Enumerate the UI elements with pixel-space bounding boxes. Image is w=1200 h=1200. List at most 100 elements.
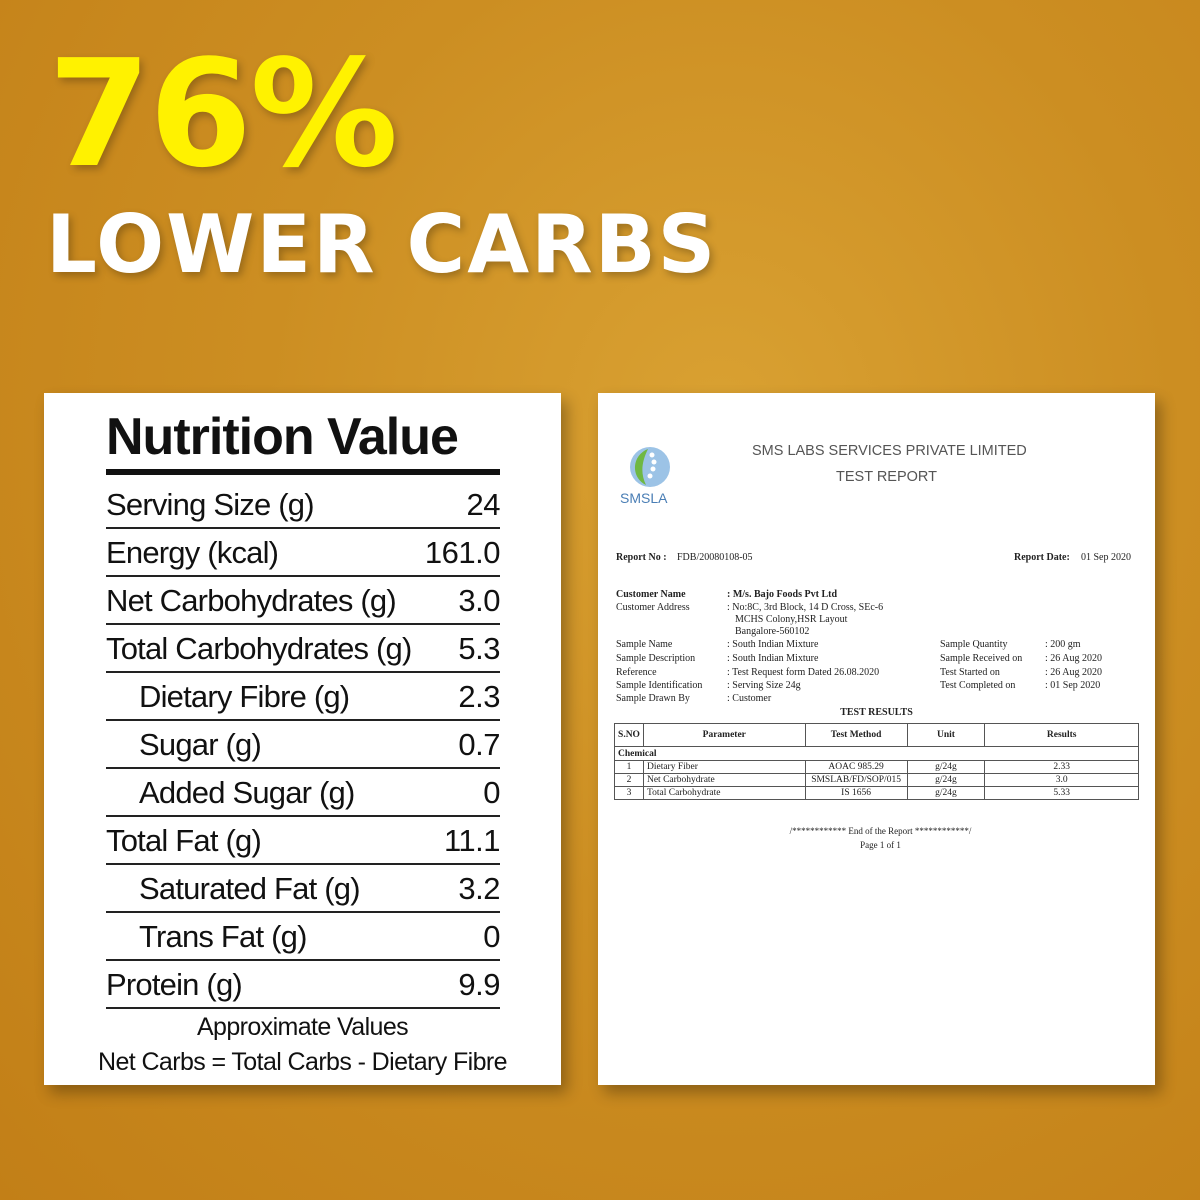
table-cell: g/24g xyxy=(906,760,986,774)
nutrient-label: Added Sugar (g) xyxy=(139,775,355,810)
nutrient-value: 3.0 xyxy=(458,583,500,618)
field-label: Customer Address xyxy=(616,602,690,613)
table-row: 2 Net Carbohydrate SMSLAB/FD/SOP/015 g/24g 3… xyxy=(614,773,1139,787)
table-cell: Net Carbohydrate xyxy=(642,773,806,787)
table-cell: Total Carbohydrate xyxy=(642,786,806,800)
field-value: : 200 gm xyxy=(1045,639,1081,650)
nutrition-row: Total Fat (g) 11.1 xyxy=(106,817,501,865)
end-of-report: /************ End of the Report ********… xyxy=(789,826,972,836)
nutrition-row: Added Sugar (g) 0 xyxy=(106,769,500,817)
table-cell: 2 xyxy=(614,773,644,787)
nutrient-label: Serving Size (g) xyxy=(106,487,315,522)
nutrient-value: 24 xyxy=(466,487,501,522)
results-title: TEST RESULTS xyxy=(840,707,913,718)
table-cell: 2.33 xyxy=(984,760,1139,774)
field-value: : Customer xyxy=(727,693,772,704)
lab-report-card: SMSLA SMS LABS SERVICES PRIVATE LIMITED … xyxy=(598,393,1155,1085)
field-label: Sample Identification xyxy=(616,680,703,691)
nutrition-row: Total Carbohydrates (g) 5.3 xyxy=(106,625,500,673)
nutrient-label: Trans Fat (g) xyxy=(139,919,307,954)
column-header: Parameter xyxy=(642,723,806,747)
column-header: Results xyxy=(984,723,1139,747)
table-cell: 1 xyxy=(614,760,644,774)
nutrient-label: Sugar (g) xyxy=(139,727,262,762)
field-label: Test Started on xyxy=(940,667,1000,678)
field-value: : South Indian Mixture xyxy=(727,653,819,664)
nutrient-label: Protein (g) xyxy=(106,967,243,1002)
field-label: Reference xyxy=(616,667,657,678)
nutrient-value: 3.2 xyxy=(458,871,500,906)
nutrition-row: Energy (kcal) 161.0 xyxy=(106,529,501,577)
headline-percent: 76% xyxy=(48,28,398,200)
field-value: : 26 Aug 2020 xyxy=(1045,653,1102,664)
nutrient-value: 0.7 xyxy=(458,727,500,762)
field-value: : Serving Size 24g xyxy=(727,680,801,691)
nutrition-card: Nutrition Value Serving Size (g) 24 Energy… xyxy=(44,393,561,1085)
table-cell: AOAC 985.29 xyxy=(804,760,908,774)
field-value: Bangalore-560102 xyxy=(735,626,810,637)
table-cell: g/24g xyxy=(906,786,986,800)
nutrition-title: Nutrition Value xyxy=(106,408,459,466)
nutrient-label: Energy (kcal) xyxy=(106,535,279,570)
field-value: : No:8C, 3rd Block, 14 D Cross, SEc-6 xyxy=(727,602,884,613)
nutrient-label: Saturated Fat (g) xyxy=(139,871,361,906)
net-carbs-note: Net Carbs = Total Carbs - Dietary Fibre xyxy=(98,1048,508,1076)
field-value: : Test Request form Dated 26.08.2020 xyxy=(727,667,880,678)
nutrition-row: Trans Fat (g) 0 xyxy=(106,913,500,961)
field-label: Sample Quantity xyxy=(940,639,1008,650)
table-cell: Dietary Fiber xyxy=(642,760,806,774)
nutrient-value: 5.3 xyxy=(458,631,500,666)
field-label: Test Completed on xyxy=(940,680,1016,691)
logo-text: SMSLA xyxy=(620,490,668,506)
table-cell: IS 1656 xyxy=(804,786,908,800)
column-header: Test Method xyxy=(804,723,908,747)
field-label: Sample Description xyxy=(616,653,696,664)
smsla-logo-icon xyxy=(630,447,670,487)
column-header: Unit xyxy=(906,723,986,747)
title-divider xyxy=(106,469,500,475)
report-no: FDB/20080108-05 xyxy=(677,552,753,563)
nutrition-row: Dietary Fibre (g) 2.3 xyxy=(106,673,500,721)
table-row: 3 Total Carbohydrate IS 1656 g/24g 5.33 xyxy=(614,786,1139,800)
nutrient-label: Net Carbohydrates (g) xyxy=(106,583,397,618)
table-cell: 3 xyxy=(614,786,644,800)
field-value: : M/s. Bajo Foods Pvt Ltd xyxy=(727,589,837,600)
approx-note: Approximate Values xyxy=(196,1013,409,1041)
field-label: Sample Name xyxy=(616,639,673,650)
report-date: 01 Sep 2020 xyxy=(1081,552,1131,563)
field-value: : 26 Aug 2020 xyxy=(1045,667,1102,678)
column-header: S.NO xyxy=(614,723,644,747)
group-label: Chemical xyxy=(614,746,1139,761)
nutrient-value: 11.1 xyxy=(443,823,501,858)
nutrient-label: Total Fat (g) xyxy=(106,823,262,858)
nutrition-row: Serving Size (g) 24 xyxy=(106,481,501,529)
nutrient-value: 2.3 xyxy=(458,679,500,714)
nutrition-row: Net Carbohydrates (g) 3.0 xyxy=(106,577,500,625)
nutrient-label: Dietary Fibre (g) xyxy=(139,679,350,714)
headline-text: LOWER CARBS xyxy=(46,198,718,291)
nutrient-value: 161.0 xyxy=(424,535,501,570)
report-title: TEST REPORT xyxy=(836,469,937,485)
nutrient-value: 0 xyxy=(483,775,500,810)
company-name: SMS LABS SERVICES PRIVATE LIMITED xyxy=(752,443,1027,459)
table-cell: 3.0 xyxy=(984,773,1139,787)
nutrition-row: Saturated Fat (g) 3.2 xyxy=(106,865,500,913)
nutrient-value: 9.9 xyxy=(458,967,500,1002)
nutrition-row: Sugar (g) 0.7 xyxy=(106,721,500,769)
table-cell: 5.33 xyxy=(984,786,1139,800)
field-value: : 01 Sep 2020 xyxy=(1045,680,1101,691)
field-value: MCHS Colony,HSR Layout xyxy=(735,614,848,625)
table-row: 1 Dietary Fiber AOAC 985.29 g/24g 2.33 xyxy=(614,760,1139,774)
field-label: Sample Received on xyxy=(940,653,1023,664)
field-label: Customer Name xyxy=(616,589,686,600)
nutrient-value: 0 xyxy=(483,919,500,954)
report-date-label: Report Date: xyxy=(1014,552,1070,563)
page-number: Page 1 of 1 xyxy=(860,840,901,850)
table-cell: g/24g xyxy=(906,773,986,787)
field-value: : South Indian Mixture xyxy=(727,639,819,650)
results-table: S.NO Parameter Test Method Unit Results Chem… xyxy=(614,723,1139,800)
report-no-label: Report No : xyxy=(616,552,667,563)
field-label: Sample Drawn By xyxy=(616,693,690,704)
table-cell: SMSLAB/FD/SOP/015 xyxy=(804,773,908,787)
nutrient-label: Total Carbohydrates (g) xyxy=(106,631,412,666)
